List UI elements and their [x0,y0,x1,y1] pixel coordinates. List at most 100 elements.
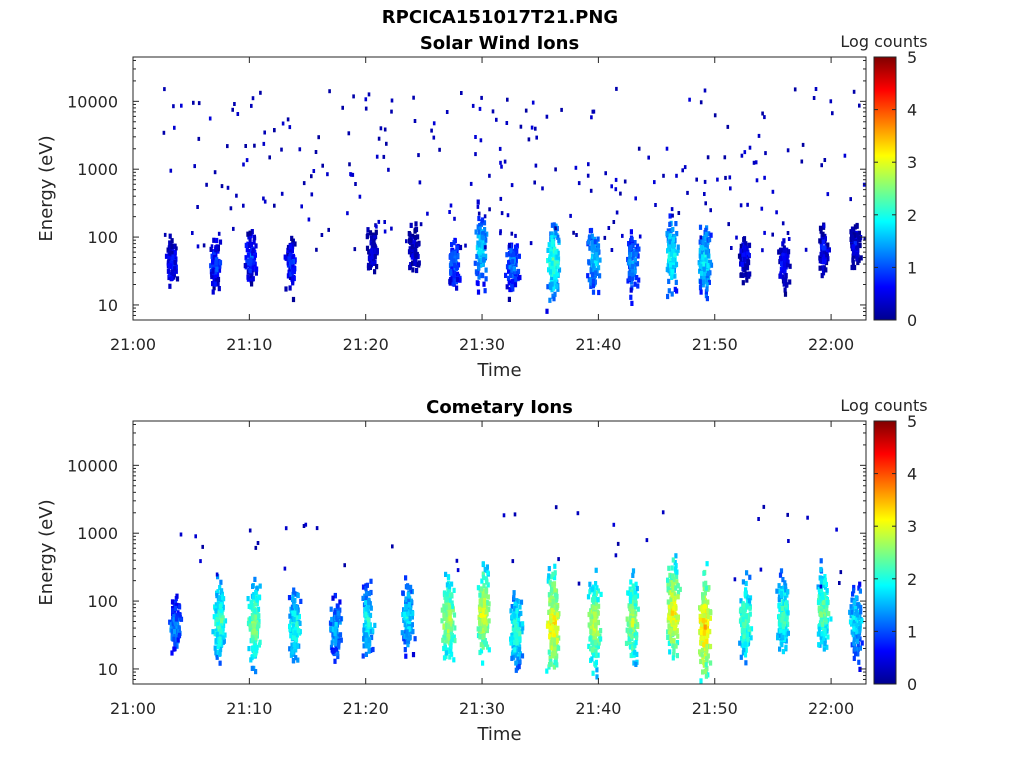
heatmap-cell [291,591,295,598]
heatmap-cell [821,634,825,640]
heatmap-cell [334,622,338,628]
heatmap-cell [552,620,556,626]
heatmap-cell [212,614,216,620]
heatmap-cell [442,612,446,618]
heatmap-cell [408,246,412,252]
heatmap-cell [167,259,171,265]
heatmap-cell [746,624,750,630]
heatmap-cell [668,221,672,227]
heatmap-cell [453,625,457,631]
heatmap-cell [590,253,595,259]
x-tick-label: 21:30 [459,335,505,354]
heatmap-cell [671,655,675,661]
heatmap-cell [192,100,195,105]
heatmap-cell [706,586,710,592]
heatmap-cell [596,236,600,242]
heatmap-cell [480,586,484,592]
heatmap-cell [170,599,175,605]
heatmap-cell [858,103,861,108]
heatmap-cell [700,274,704,280]
heatmap-cell [480,234,484,240]
heatmap-cell [515,243,519,249]
heatmap-cell [211,268,215,274]
heatmap-cell [332,620,336,626]
heatmap-cell [366,265,371,271]
heatmap-cell [273,203,276,208]
heatmap-cell [852,626,856,632]
heatmap-cell [253,236,257,241]
heatmap-cell [666,599,670,605]
colorbar-label: Log counts [840,32,927,51]
heatmap-cell [520,629,524,635]
heatmap-cell [475,253,479,260]
heatmap-cell [215,266,219,272]
heatmap-cell [551,271,556,277]
heatmap-cell [514,261,518,268]
heatmap-cell [545,114,549,119]
heatmap-cell [512,256,516,262]
heatmap-cell [548,580,552,586]
heatmap-cell [333,630,337,637]
heatmap-cell [512,619,517,625]
heatmap-cell [681,168,684,173]
heatmap-cell [704,585,708,591]
heatmap-cell [248,248,252,255]
heatmap-cell [365,245,370,251]
heatmap-cell [515,608,519,614]
heatmap-cell [635,635,639,641]
heatmap-cell [702,661,706,667]
heatmap-cell [857,659,861,665]
heatmap-cell [367,648,371,654]
heatmap-cell [438,147,441,152]
heatmap-cell [547,609,551,615]
heatmap-cell [666,617,670,623]
heatmap-cell [252,239,256,245]
heatmap-cell [590,625,594,631]
heatmap-cell [591,586,595,592]
heatmap-cell [249,242,254,248]
heatmap-cell [248,261,253,267]
heatmap-cell [706,608,710,614]
heatmap-cell [749,626,754,632]
x-tick-label: 22:00 [808,335,854,354]
heatmap-cell [177,632,182,638]
heatmap-cell [590,656,594,662]
heatmap-cell [786,231,790,235]
heatmap-cell [744,264,748,270]
heatmap-cell [698,617,702,623]
heatmap-cell [549,278,553,284]
heatmap-cell [329,644,334,650]
heatmap-cell [413,228,417,234]
heatmap-cell [821,231,825,237]
heatmap-cell [855,629,859,635]
heatmap-cell [509,640,513,646]
heatmap-cell [315,247,318,252]
heatmap-cell [263,199,267,204]
heatmap-cell [410,244,414,250]
heatmap-cell [855,638,859,644]
heatmap-cell [411,628,415,635]
heatmap-cell [515,646,519,652]
heatmap-cell [446,574,451,580]
heatmap-cell [858,588,862,594]
heatmap-cell [633,643,637,649]
heatmap-cell [738,640,742,646]
heatmap-cell [591,283,595,289]
heatmap-cell [859,255,863,261]
heatmap-cell [215,654,219,660]
heatmap-cell [788,263,792,269]
heatmap-cell [460,91,463,95]
heatmap-cell [726,124,730,129]
heatmap-cell [705,286,709,292]
heatmap-cell [217,231,221,236]
heatmap-cell [406,584,410,590]
heatmap-cell [854,647,859,653]
heatmap-cell [371,646,375,653]
heatmap-cell [785,282,789,288]
heatmap-cell [708,643,713,650]
heatmap-cell [479,648,484,654]
heatmap-cell [552,296,556,302]
heatmap-cell [855,232,859,238]
heatmap-cell [630,255,634,261]
heatmap-cell [780,260,784,266]
